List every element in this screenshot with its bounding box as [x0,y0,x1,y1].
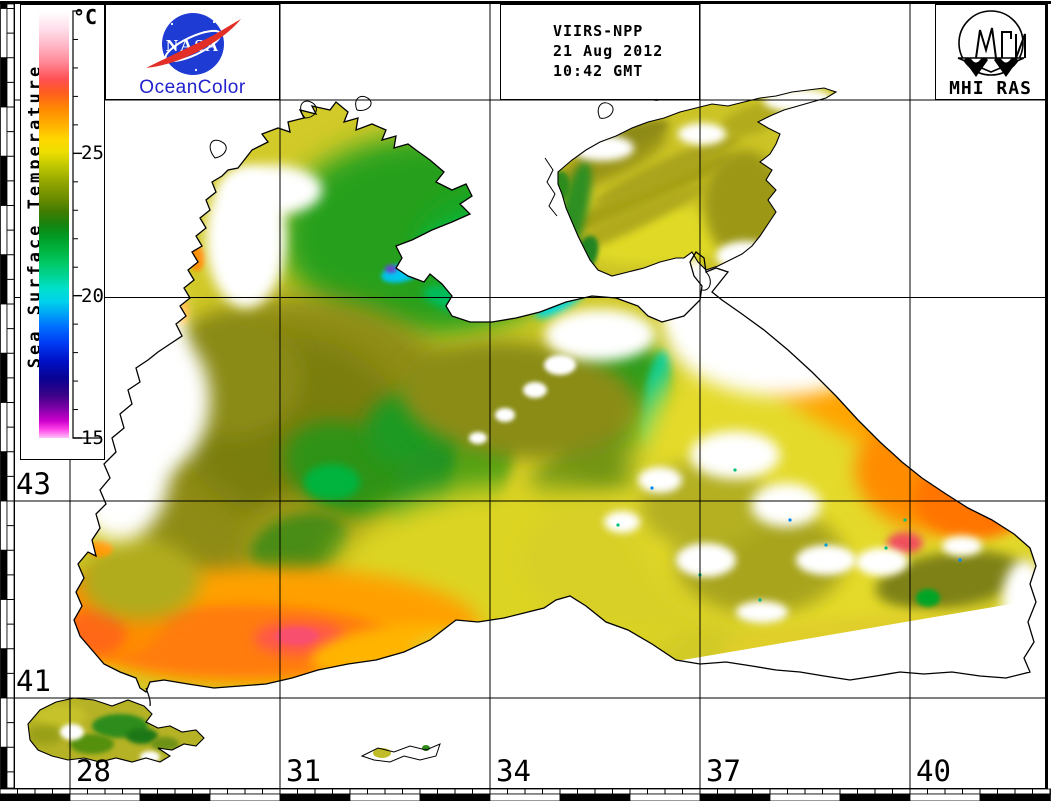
graticule [14,4,1046,788]
colorbar-tick-label: 20 [81,284,104,307]
date-label: 21 Aug 2012 [553,42,664,60]
lon-label-34: 34 [496,754,531,788]
lat-label-43: 43 [16,467,51,501]
mhi-emblem-circle [958,10,1024,76]
colorbar-gradient [39,11,69,438]
colorbar-unit-label: °C [73,5,98,29]
nasa-stars-icon [166,20,226,72]
taman-bay [701,271,711,291]
colorbar: °C Sea Surface Temperature 25 20 15 [20,4,105,460]
mhi-emblem-letters [975,27,1026,59]
lon-label-28: 28 [76,754,111,788]
lon-label-31: 31 [286,754,321,788]
mhi-emblem-icon [957,10,1026,77]
lon-label-37: 37 [706,754,741,788]
nasa-oceancolor-box: NASA OceanColor [105,4,280,100]
scene-info-box: VIIRS-NPP 21 Aug 2012 10:42 GMT [500,4,700,100]
mhi-emblem-wave-right [994,57,1018,77]
time-label: 10:42 GMT [553,62,644,80]
mhi-ras-label: MHI RAS [949,78,1032,99]
mhi-ras-box: MHI RAS [935,4,1046,100]
black-sea-sst-field [74,102,1036,692]
colorbar-tick-label: 15 [81,427,104,449]
mhi-emblem-wave-left [964,57,988,77]
lon-label-40: 40 [916,754,951,788]
colorbar-scale [72,10,100,439]
nasa-logo-icon: NASA [146,13,241,75]
colorbar-tick-label: 25 [81,142,104,165]
izmit-gulf-outline [360,743,441,763]
cloud-edge-speckles [616,468,962,602]
oceancolor-label: OceanColor [139,77,246,98]
lat-label-41: 41 [16,664,51,698]
sensor-label: VIIRS-NPP [553,22,644,40]
bosphorus-strait [145,687,151,707]
sivash-lagoons [544,157,558,217]
